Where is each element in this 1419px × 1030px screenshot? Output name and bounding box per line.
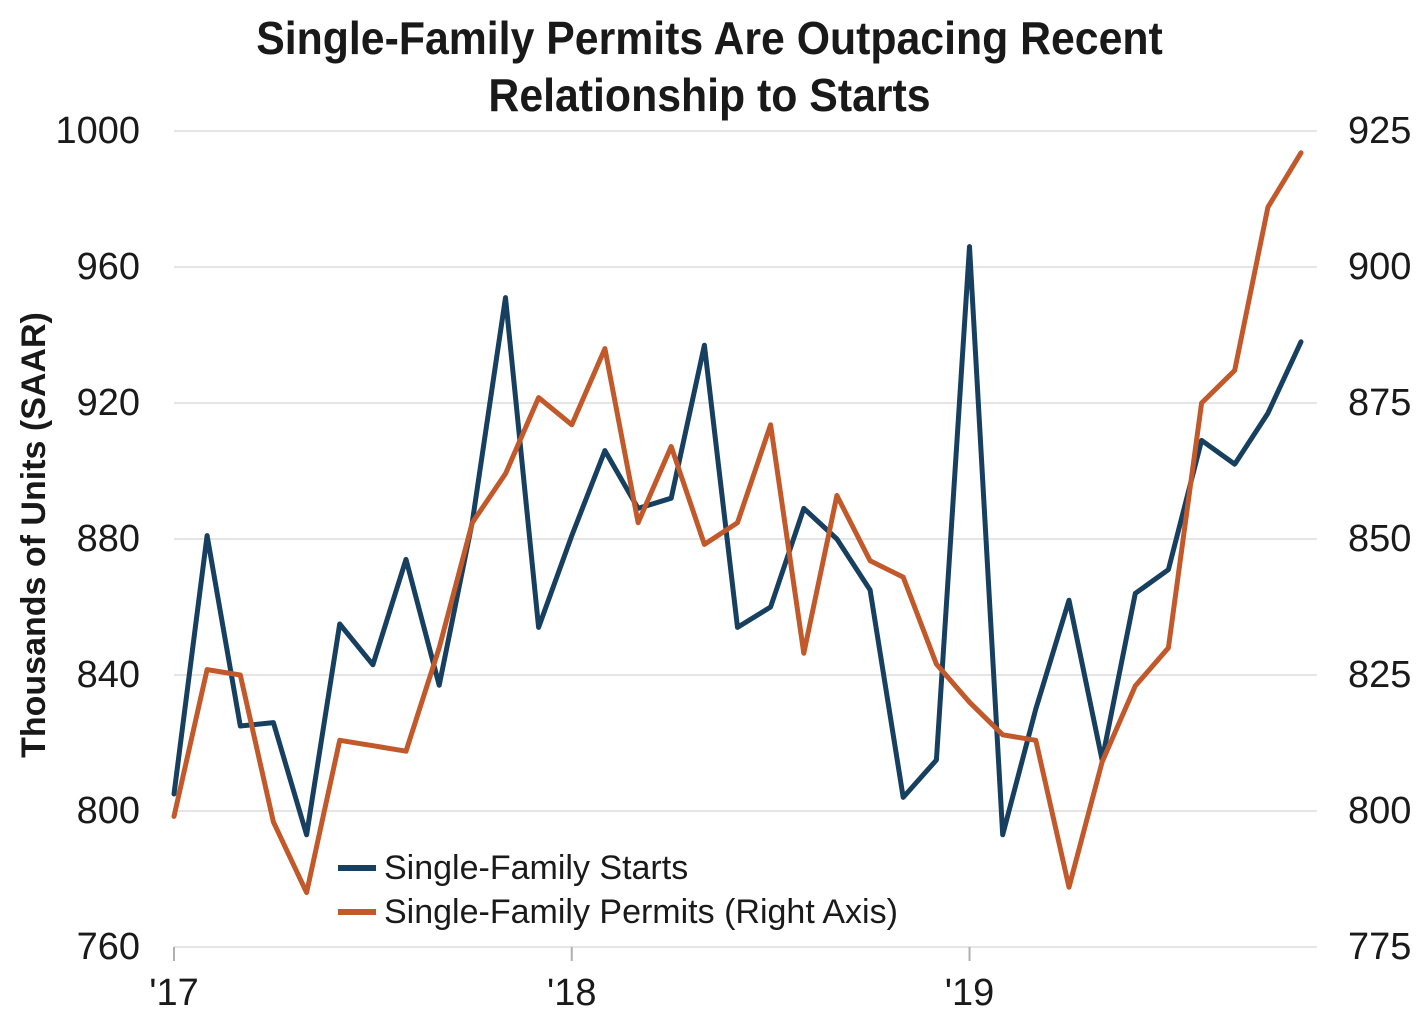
- right-axis-tick-label: 775: [1348, 926, 1412, 968]
- left-axis-tick-label: 920: [76, 382, 140, 424]
- permits-line-series: [171, 150, 1304, 896]
- x-axis-ticks: [173, 947, 971, 961]
- legend-item-permits: Single-Family Permits (Right Axis): [338, 890, 898, 934]
- right-axis-tick-label: 875: [1348, 382, 1412, 424]
- right-axis-tick-label: 850: [1348, 518, 1412, 560]
- chart-title: Single-Family Permits Are Outpacing Rece…: [50, 10, 1370, 124]
- right-axis-tick-label: 900: [1348, 246, 1412, 288]
- left-axis-tick-label: 960: [76, 246, 140, 288]
- legend-item-starts: Single-Family Starts: [338, 846, 898, 890]
- permits-legend-label: Single-Family Permits (Right Axis): [384, 893, 898, 931]
- left-axis-tick-label: 800: [76, 790, 140, 832]
- left-axis-tick-label: 880: [76, 518, 140, 560]
- left-axis-tick-label: 760: [76, 926, 140, 968]
- starts-legend-label: Single-Family Starts: [384, 849, 689, 887]
- chart-title-line-1: Single-Family Permits Are Outpacing Rece…: [256, 12, 1163, 64]
- x-axis-tick-label: '18: [546, 972, 597, 1014]
- x-axis-tick-label: '17: [149, 972, 199, 1014]
- right-axis-tick-label: 800: [1348, 790, 1412, 832]
- legend: Single-Family Starts Single-Family Permi…: [338, 846, 898, 934]
- chart-title-line-2: Relationship to Starts: [488, 69, 931, 121]
- left-axis-tick-label: 840: [76, 654, 140, 696]
- right-axis-tick-label: 925: [1348, 110, 1412, 152]
- permits-legend-swatch: [338, 909, 376, 915]
- gridlines: [174, 130, 1317, 948]
- starts-line-series: [171, 244, 1304, 838]
- starts-legend-swatch: [338, 865, 376, 871]
- x-axis-tick-label: '19: [944, 972, 995, 1014]
- left-axis-tick-label: 1000: [55, 110, 140, 152]
- right-axis-tick-label: 825: [1348, 654, 1412, 696]
